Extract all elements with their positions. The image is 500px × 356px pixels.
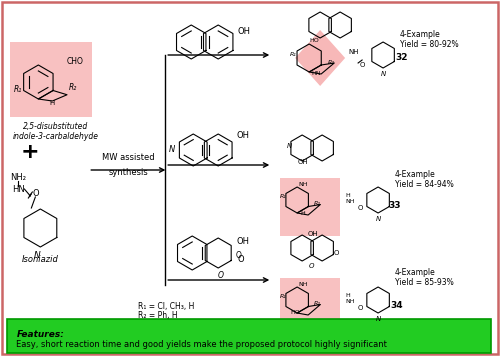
Text: NH: NH [348,49,358,55]
Bar [10,42,92,117]
Text: O: O [217,271,223,280]
Text: 4-Example
Yield = 80-92%: 4-Example Yield = 80-92% [400,30,458,49]
Text: OH: OH [297,159,308,165]
Text: HO: HO [290,310,300,315]
Text: O: O [237,256,244,265]
Text: R₁: R₁ [280,294,286,299]
Text: synthesis: synthesis [108,168,148,177]
Text: R₁: R₁ [280,194,286,199]
Bar [280,278,340,336]
Bar [280,178,340,236]
Text: R₂: R₂ [328,60,334,65]
Text: N: N [169,146,175,155]
Text: N: N [376,316,380,322]
Text: O: O [235,251,241,261]
Text: R₁: R₁ [14,84,22,94]
Text: N: N [376,216,380,222]
Text: N: N [380,71,386,77]
Text: H
NH: H NH [345,193,354,204]
Text: O: O [358,305,364,311]
Text: 33: 33 [389,200,402,209]
Text: O: O [32,188,39,198]
Text: 4-Example
Yield = 85-93%: 4-Example Yield = 85-93% [395,268,454,287]
Text: OH: OH [236,237,249,246]
Polygon shape [295,30,345,86]
Text: CHO: CHO [66,58,83,67]
FancyBboxPatch shape [8,319,491,353]
Text: MW assisted: MW assisted [102,153,154,162]
Text: OH: OH [237,27,250,37]
Text: 34: 34 [391,300,404,309]
Text: Isoniazid: Isoniazid [22,255,59,264]
Text: R₂: R₂ [69,83,78,91]
Text: H: H [301,211,306,216]
Text: N: N [34,251,40,260]
Text: 2,5-disubstituted
indole-3-carbaldehyde: 2,5-disubstituted indole-3-carbaldehyde [12,122,98,141]
Text: R₂ = Ph, H: R₂ = Ph, H [138,311,178,320]
Text: Easy, short reaction time and good yields make the proposed protocol highly sign: Easy, short reaction time and good yield… [16,340,387,349]
Text: HN: HN [12,184,24,194]
Text: NH: NH [298,282,308,287]
Text: O: O [360,62,366,68]
Text: OH: OH [307,231,318,237]
Text: H
NH: H NH [345,293,354,304]
Text: R₁ = Cl, CH₃, H: R₁ = Cl, CH₃, H [138,302,194,311]
Text: OH: OH [236,131,249,141]
Text: HO: HO [310,38,319,43]
Text: NH: NH [298,182,308,187]
Text: +: + [21,142,40,162]
Text: R₁: R₁ [290,52,296,57]
Text: R₂: R₂ [314,201,320,206]
Text: O: O [334,250,340,256]
Text: R₂: R₂ [314,301,320,306]
Text: H: H [50,100,55,106]
Text: N: N [286,143,292,149]
Text: NH₂: NH₂ [10,173,26,182]
Text: O: O [358,205,364,211]
Text: O: O [308,263,314,269]
Text: HN: HN [312,71,321,76]
Text: Features:: Features: [16,330,64,339]
Text: 4-Example
Yield = 84-94%: 4-Example Yield = 84-94% [395,170,454,189]
Text: 32: 32 [396,53,408,63]
